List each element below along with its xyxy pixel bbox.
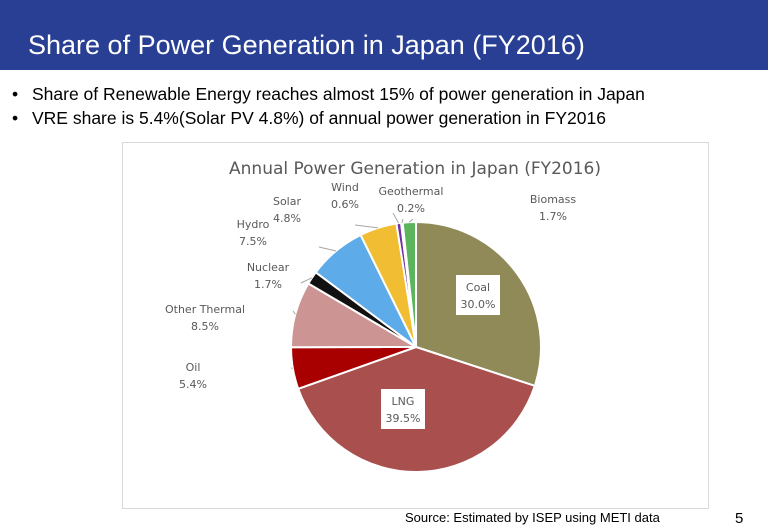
bullet-icon: • — [12, 84, 19, 104]
slice-label: Hydro — [237, 218, 270, 231]
slice-label: Geothermal — [379, 185, 444, 198]
bullet-icon: • — [12, 108, 19, 128]
slice-value: 7.5% — [239, 235, 267, 248]
slice-label: Solar — [273, 195, 302, 208]
slice-label: Wind — [331, 181, 359, 194]
leader-line — [408, 218, 414, 223]
page-number: 5 — [735, 510, 744, 527]
leader-line — [292, 310, 296, 315]
slice-value: 1.7% — [254, 278, 282, 291]
slice-value: 0.6% — [331, 198, 359, 211]
leader-line — [392, 212, 400, 224]
bullet-item: • Share of Renewable Energy reaches almos… — [12, 84, 645, 104]
slice-value: 30.0% — [461, 298, 496, 311]
pie-chart: Annual Power Generation in Japan (FY2016… — [122, 142, 709, 509]
page-title: Share of Power Generation in Japan (FY20… — [28, 30, 585, 60]
slice-value: 39.5% — [386, 412, 421, 425]
slice-value: 1.7% — [539, 210, 567, 223]
leader-line — [354, 224, 379, 229]
pie-labels: Coal 30.0% LNG 39.5% Oil 5.4% Other Thermal 8.5… — [165, 181, 576, 429]
slice-label: Other Thermal — [165, 303, 245, 316]
leader-line — [300, 277, 313, 284]
pie-chart-svg: Annual Power Generation in Japan (FY2016… — [165, 159, 601, 473]
chart-title: Annual Power Generation in Japan (FY2016… — [229, 159, 601, 179]
slice-label: Nuclear — [247, 261, 290, 274]
leader-line — [401, 218, 404, 223]
leader-line — [318, 246, 337, 252]
slice-value: 5.4% — [179, 378, 207, 391]
slice-value: 4.8% — [273, 212, 301, 225]
source-note: Source: Estimated by ISEP using METI dat… — [405, 510, 660, 525]
bullet-list: • Share of Renewable Energy reaches almos… — [12, 82, 645, 130]
title-bar: Share of Power Generation in Japan (FY20… — [0, 0, 768, 70]
pie-slice-biomass — [401, 220, 417, 348]
slice-value: 0.2% — [397, 202, 425, 215]
slice-value: 8.5% — [191, 320, 219, 333]
slice-label: Biomass — [530, 193, 577, 206]
pie-slices — [289, 220, 542, 473]
bullet-item: • VRE share is 5.4%(Solar PV 4.8%) of ann… — [12, 108, 606, 128]
slice-label: Coal — [466, 281, 490, 294]
slice-label: LNG — [392, 395, 415, 408]
slice-label: Oil — [186, 361, 201, 374]
